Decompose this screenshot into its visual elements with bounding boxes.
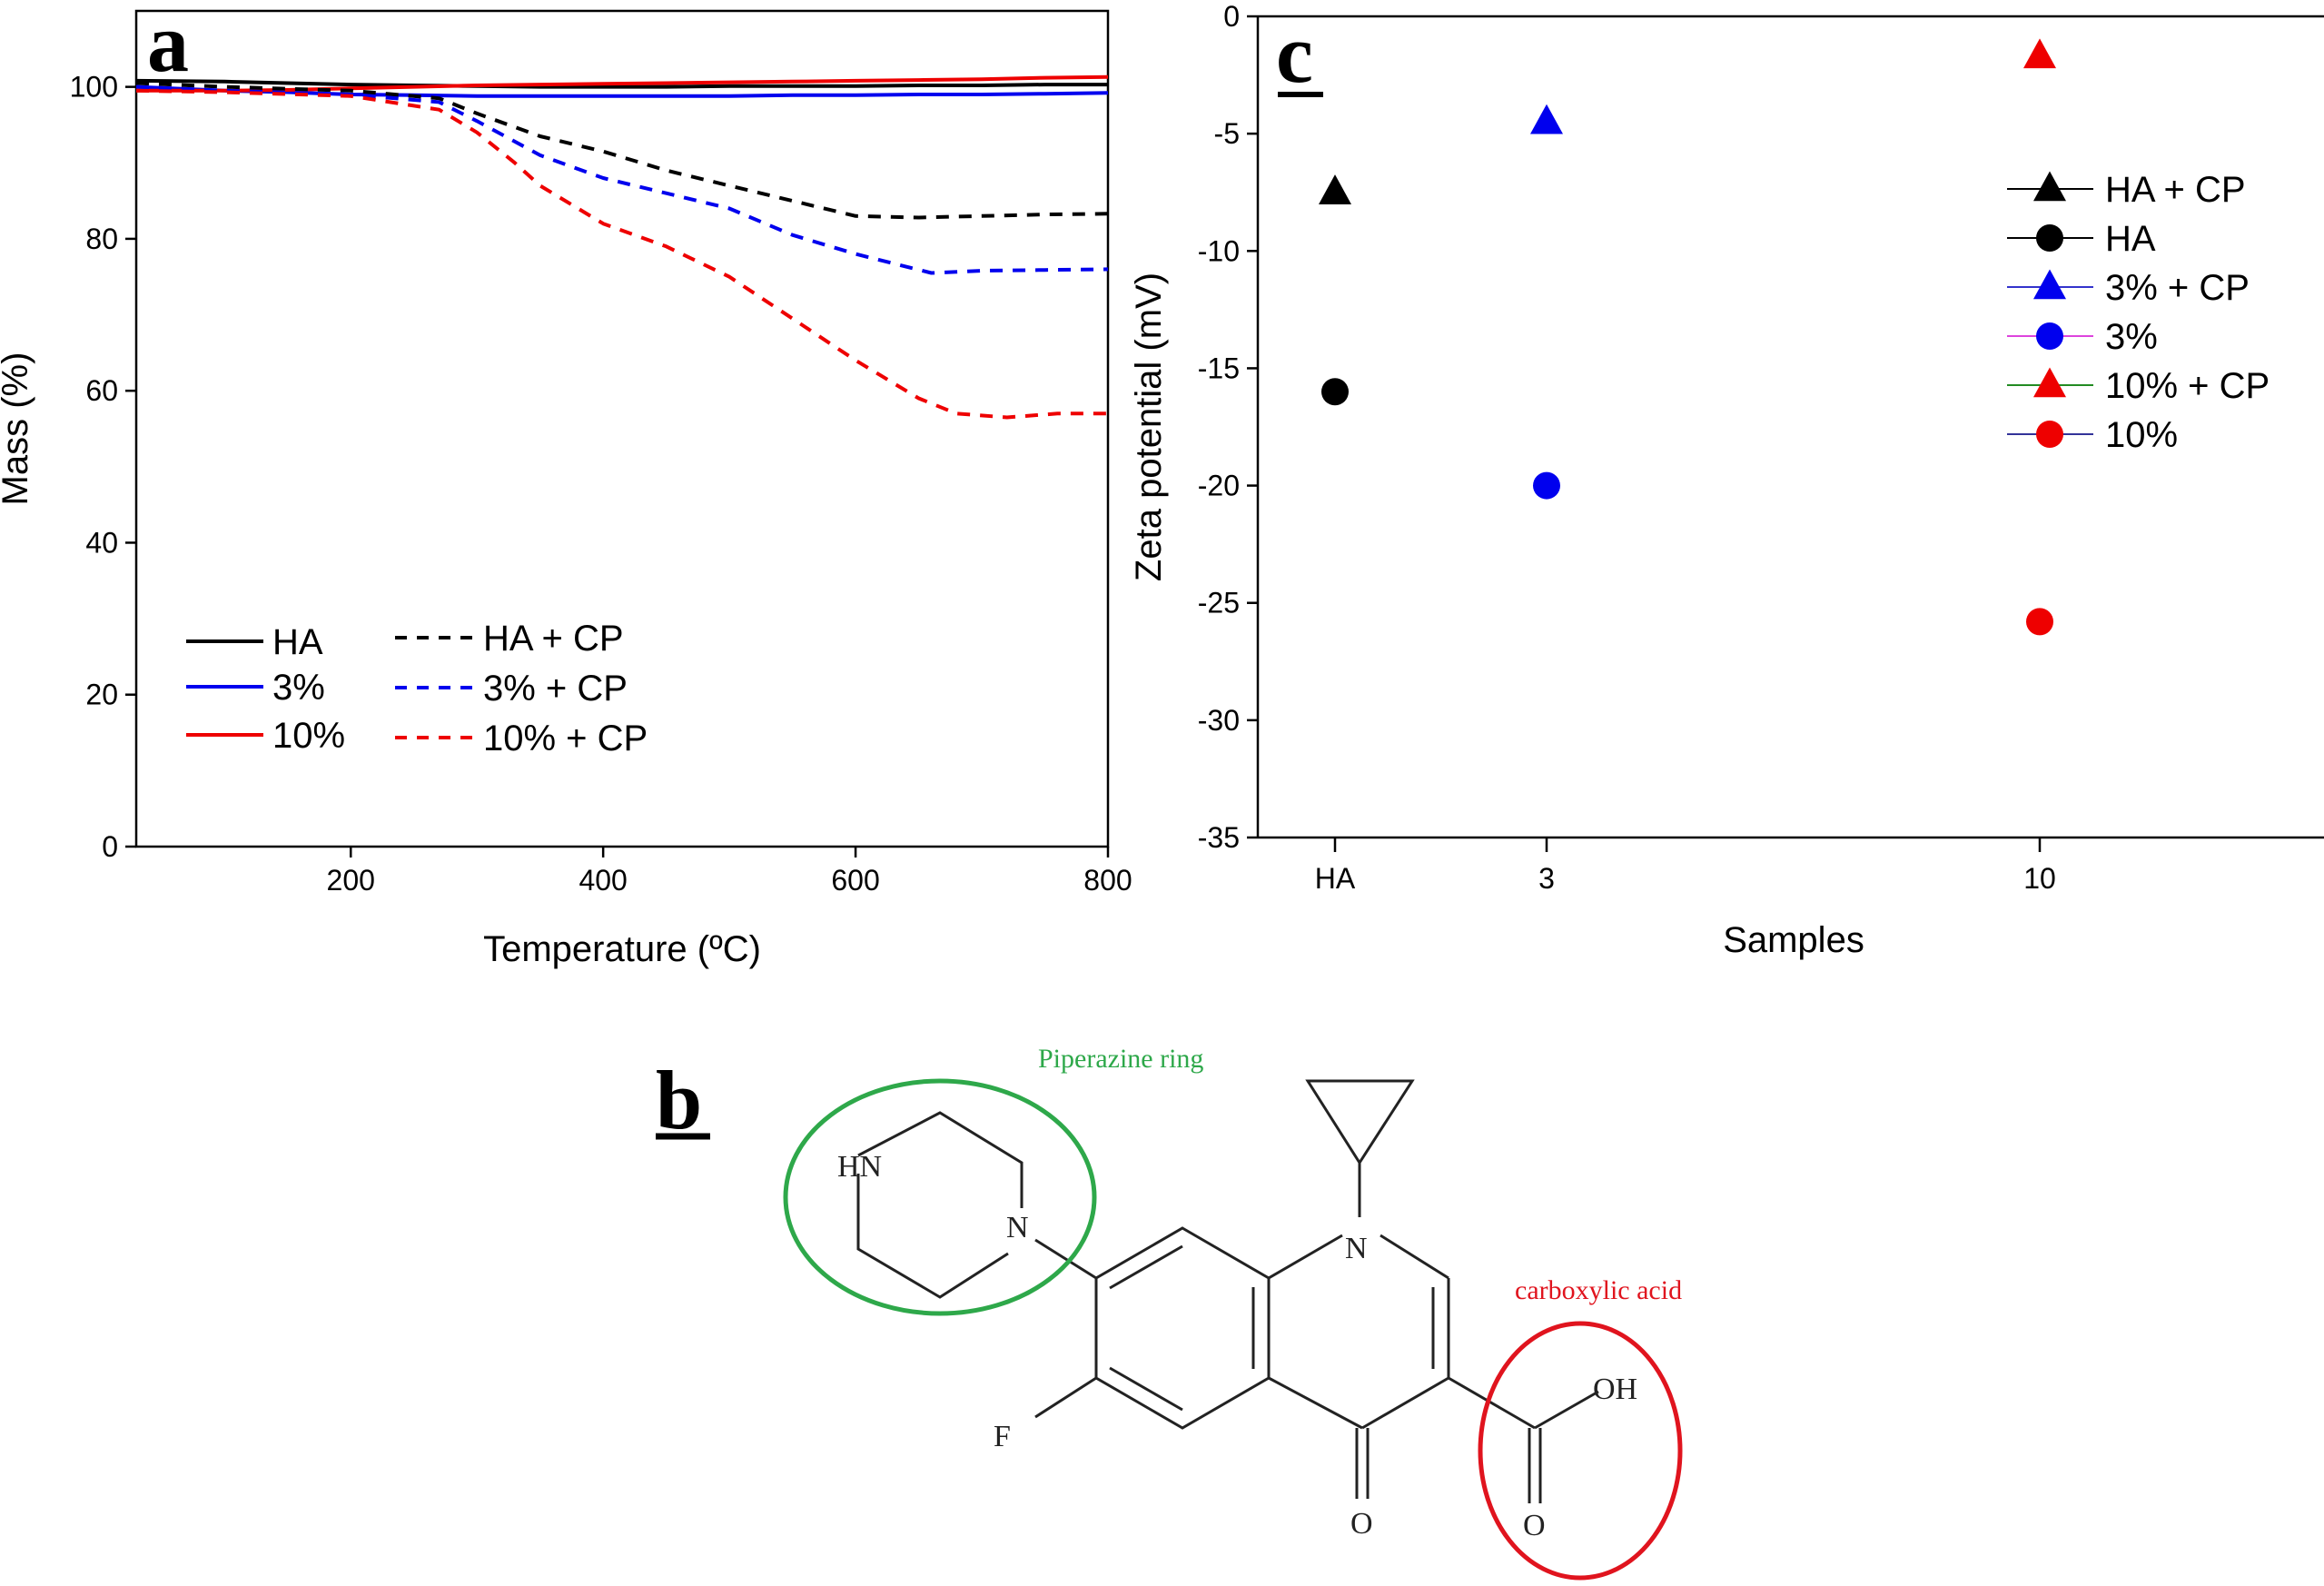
bond-n-c2 — [1380, 1234, 1449, 1280]
panel-a-x-tick-label: 400 — [579, 864, 627, 897]
legend-label-ha-cp: HA + CP — [2105, 170, 2246, 210]
panel-a: 0 20 40 60 80 100 200 400 600 800 a Temperature … — [0, 0, 1132, 969]
bond-c3-c4 — [1361, 1376, 1449, 1430]
panel-c: 0 -5 -10 -15 -20 -25 -30 -35 HA 3 10 c Samples Ze… — [1129, 0, 2324, 960]
panel-c-x-ticks: HA 3 10 — [1315, 838, 2056, 895]
panel-c-letter: c — [1276, 7, 1313, 100]
point-10 — [2026, 608, 2053, 636]
panel-c-y-tick-label: -5 — [1214, 117, 1240, 150]
series-line-ha-cp — [135, 81, 1109, 220]
panel-a-plot-frame — [134, 9, 1110, 848]
panel-c-y-tick-label: -25 — [1198, 587, 1240, 620]
point-3 — [1533, 471, 1560, 500]
atom-oh: OH — [1593, 1373, 1637, 1406]
panel-c-y-tick-label: -10 — [1198, 234, 1240, 267]
bond-c-oh — [1534, 1390, 1599, 1430]
cyclopropyl-ring — [1305, 1079, 1415, 1165]
atom-f: F — [994, 1420, 1011, 1453]
legend-label-ha: HA — [272, 622, 323, 662]
legend-marker-10 — [2036, 421, 2063, 448]
panel-c-y-axis-label: Zeta potential (mV) — [1129, 273, 1169, 581]
panel-b-letter: b — [656, 1054, 702, 1146]
legend-marker-ha — [2036, 224, 2063, 252]
panel-a-y-tick-label: 60 — [85, 374, 118, 407]
legend-label-ha-cp: HA + CP — [483, 619, 624, 659]
panel-c-y-tick-label: -35 — [1198, 821, 1240, 854]
bond-c3-cooh — [1448, 1376, 1536, 1430]
panel-c-x-axis-label: Samples — [1723, 920, 1864, 960]
panel-a-x-tick-label: 200 — [327, 864, 375, 897]
panel-a-legend: HA 3% 10% HA + CP 3% + CP 10% + CP — [186, 619, 648, 758]
panel-a-letter: a — [147, 0, 189, 89]
panel-c-y-tick-label: -15 — [1198, 352, 1240, 384]
legend-label-3-cp: 3% + CP — [483, 669, 628, 709]
legend-label-10-cp: 10% + CP — [2105, 366, 2270, 406]
atom-n-piperazine: N — [1006, 1211, 1029, 1244]
legend-label-3: 3% — [2105, 317, 2158, 357]
legend-label-10: 10% — [272, 716, 345, 756]
legend-label-10-cp: 10% + CP — [483, 719, 648, 758]
panel-a-y-ticks: 0 20 40 60 80 100 — [70, 71, 136, 863]
atom-o-keto: O — [1350, 1507, 1373, 1541]
atom-n-quinolone: N — [1345, 1232, 1368, 1265]
panel-c-points — [1319, 38, 2056, 636]
legend-label-3: 3% — [272, 668, 325, 708]
point-ha-cp — [1319, 174, 1351, 204]
panel-a-y-tick-label: 100 — [70, 71, 118, 104]
point-3-cp — [1530, 104, 1563, 134]
bond-c4-c4a — [1268, 1376, 1363, 1430]
carboxylic-annotation: carboxylic acid — [1515, 1275, 1682, 1305]
series-line-ha — [135, 78, 1108, 89]
panel-c-y-tick-label: -20 — [1198, 470, 1240, 502]
benzene-ring — [1094, 1226, 1271, 1430]
bond-c-f — [1034, 1376, 1097, 1419]
panel-a-y-tick-label: 80 — [85, 223, 118, 255]
series-line-3-cp — [135, 84, 1109, 275]
legend-label-10: 10% — [2105, 415, 2178, 455]
legend-marker-ha-cp — [2033, 171, 2066, 202]
series-line-10-cp — [135, 88, 1108, 420]
point-10-cp — [2023, 38, 2056, 69]
bond-c8a-n — [1268, 1234, 1343, 1280]
panel-c-y-tick-label: 0 — [1223, 0, 1240, 33]
panel-b: b — [656, 1044, 1683, 1581]
panel-c-y-tick-label: -30 — [1198, 704, 1240, 737]
panel-a-y-tick-label: 0 — [102, 830, 118, 863]
piperazine-annotation: Piperazine ring — [1038, 1044, 1203, 1074]
panel-c-x-tick-label: 10 — [2023, 862, 2056, 895]
panel-c-y-ticks: 0 -5 -10 -15 -20 -25 -30 -35 — [1198, 0, 1258, 854]
atom-hn: HN — [837, 1150, 882, 1184]
panel-a-x-tick-label: 800 — [1083, 864, 1132, 897]
panel-a-y-tick-label: 40 — [85, 526, 118, 559]
carboxylic-highlight — [1478, 1321, 1683, 1581]
legend-marker-3 — [2036, 322, 2063, 350]
bond-c7-npip — [1034, 1238, 1097, 1280]
legend-marker-3-cp — [2033, 269, 2066, 300]
piperazine-ring — [856, 1111, 1024, 1299]
panel-a-x-axis-label: Temperature (ºC) — [483, 929, 761, 969]
panel-c-x-tick-label: HA — [1315, 862, 1356, 895]
legend-marker-10-cp — [2033, 367, 2066, 398]
aromatic-bond-2 — [1109, 1366, 1183, 1412]
legend-label-3-cp: 3% + CP — [2105, 268, 2250, 308]
panel-a-y-axis-label: Mass (%) — [0, 352, 35, 506]
legend-label-ha: HA — [2105, 219, 2156, 259]
panel-a-series-lines — [135, 74, 1109, 420]
point-ha — [1321, 378, 1349, 406]
aromatic-bond-1 — [1109, 1244, 1183, 1290]
panel-c-x-tick-label: 3 — [1538, 862, 1555, 895]
panel-a-y-tick-label: 20 — [85, 679, 118, 711]
panel-a-x-tick-label: 600 — [831, 864, 879, 897]
ciprofloxacin-structure: HN N N F OH O O Piperazine ring carboxyl… — [783, 1044, 1683, 1581]
piperazine-highlight — [783, 1078, 1097, 1316]
panel-c-legend: HA + CP HA 3% + CP 3% 10% + CP 10% — [2007, 170, 2270, 455]
panel-a-x-ticks: 200 400 600 800 — [327, 847, 1132, 897]
atom-o-acid: O — [1523, 1509, 1546, 1542]
